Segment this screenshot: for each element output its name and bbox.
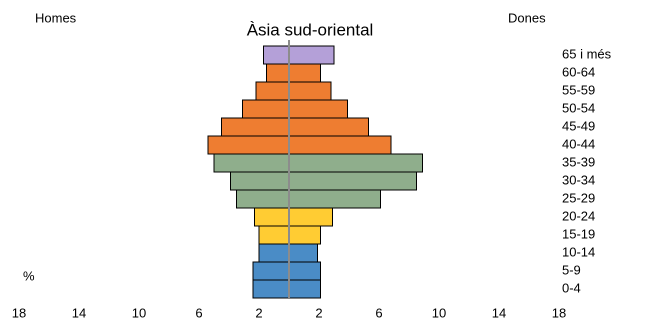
unit-label: % — [23, 268, 35, 283]
category-label: 60-64 — [562, 64, 595, 79]
x-tick-label: 14 — [72, 305, 86, 320]
bar — [288, 117, 369, 137]
bar — [236, 189, 290, 209]
x-tick-label: 2 — [315, 305, 322, 320]
x-tick-label: 18 — [12, 305, 26, 320]
x-tick-label: 6 — [375, 305, 382, 320]
bar — [288, 189, 381, 209]
bar — [288, 243, 318, 263]
bar — [288, 261, 321, 281]
bar — [288, 135, 392, 155]
category-label: 10-14 — [562, 244, 595, 259]
series-label: Homes — [35, 10, 77, 25]
x-tick-label: 10 — [432, 305, 446, 320]
category-label: 65 i més — [562, 46, 612, 61]
bar — [255, 81, 290, 101]
category-label: 0-4 — [562, 280, 581, 295]
bar — [288, 225, 321, 245]
x-tick-label: 10 — [132, 305, 146, 320]
bar — [252, 279, 290, 299]
bar — [230, 171, 290, 191]
chart-title: Àsia sud-oriental — [247, 20, 374, 39]
category-label: 20-24 — [562, 208, 595, 223]
bar — [288, 63, 321, 83]
x-tick-label: 2 — [255, 305, 262, 320]
bar — [288, 207, 333, 227]
bar — [252, 261, 290, 281]
category-label: 45-49 — [562, 118, 595, 133]
bar — [221, 117, 290, 137]
category-label: 15-19 — [562, 226, 595, 241]
category-label: 5-9 — [562, 262, 581, 277]
category-label: 40-44 — [562, 136, 595, 151]
bar — [288, 45, 335, 65]
bar — [266, 63, 290, 83]
bar — [288, 81, 332, 101]
category-label: 35-39 — [562, 154, 595, 169]
bar — [207, 135, 290, 155]
bar — [263, 45, 290, 65]
bar — [288, 171, 417, 191]
bar — [258, 243, 290, 263]
x-tick-label: 14 — [492, 305, 506, 320]
series-label: Dones — [508, 10, 546, 25]
category-label: 25-29 — [562, 190, 595, 205]
bar — [213, 153, 290, 173]
bar — [288, 99, 348, 119]
bar — [258, 225, 290, 245]
bar — [288, 153, 423, 173]
x-tick-label: 18 — [552, 305, 566, 320]
bar — [288, 279, 321, 299]
x-tick-label: 6 — [195, 305, 202, 320]
category-label: 55-59 — [562, 82, 595, 97]
bar — [254, 207, 290, 227]
category-label: 50-54 — [562, 100, 595, 115]
category-label: 30-34 — [562, 172, 595, 187]
bar — [242, 99, 290, 119]
